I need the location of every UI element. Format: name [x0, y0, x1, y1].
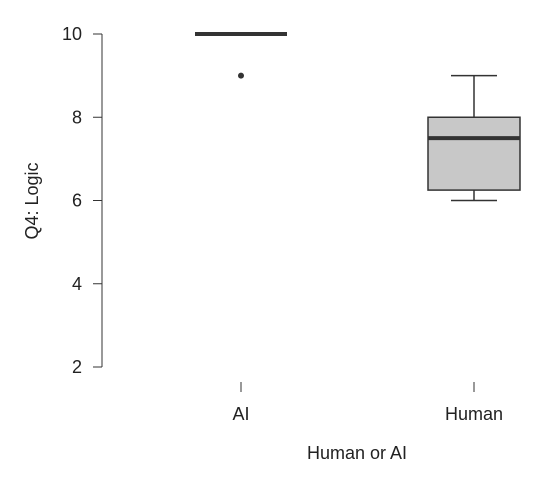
x-axis-title: Human or AI — [307, 443, 407, 463]
x-tick-label-human: Human — [445, 404, 503, 424]
outlier-ai-0 — [238, 72, 244, 79]
iqr-box-human — [427, 116, 521, 191]
box-human — [427, 74, 521, 202]
plot-area — [195, 32, 521, 202]
y-axis: 2 4 6 8 10 — [62, 24, 103, 377]
y-axis-title: Q4: Logic — [22, 162, 42, 239]
y-tick-label-4: 4 — [72, 274, 82, 294]
x-tick-label-ai: AI — [232, 404, 249, 424]
y-tick-label-6: 6 — [72, 191, 82, 211]
box-ai — [195, 32, 287, 79]
y-tick-label-10: 10 — [62, 24, 82, 44]
y-tick-label-2: 2 — [72, 357, 82, 377]
y-tick-label-8: 8 — [72, 107, 82, 127]
x-axis: AI Human — [232, 382, 503, 424]
